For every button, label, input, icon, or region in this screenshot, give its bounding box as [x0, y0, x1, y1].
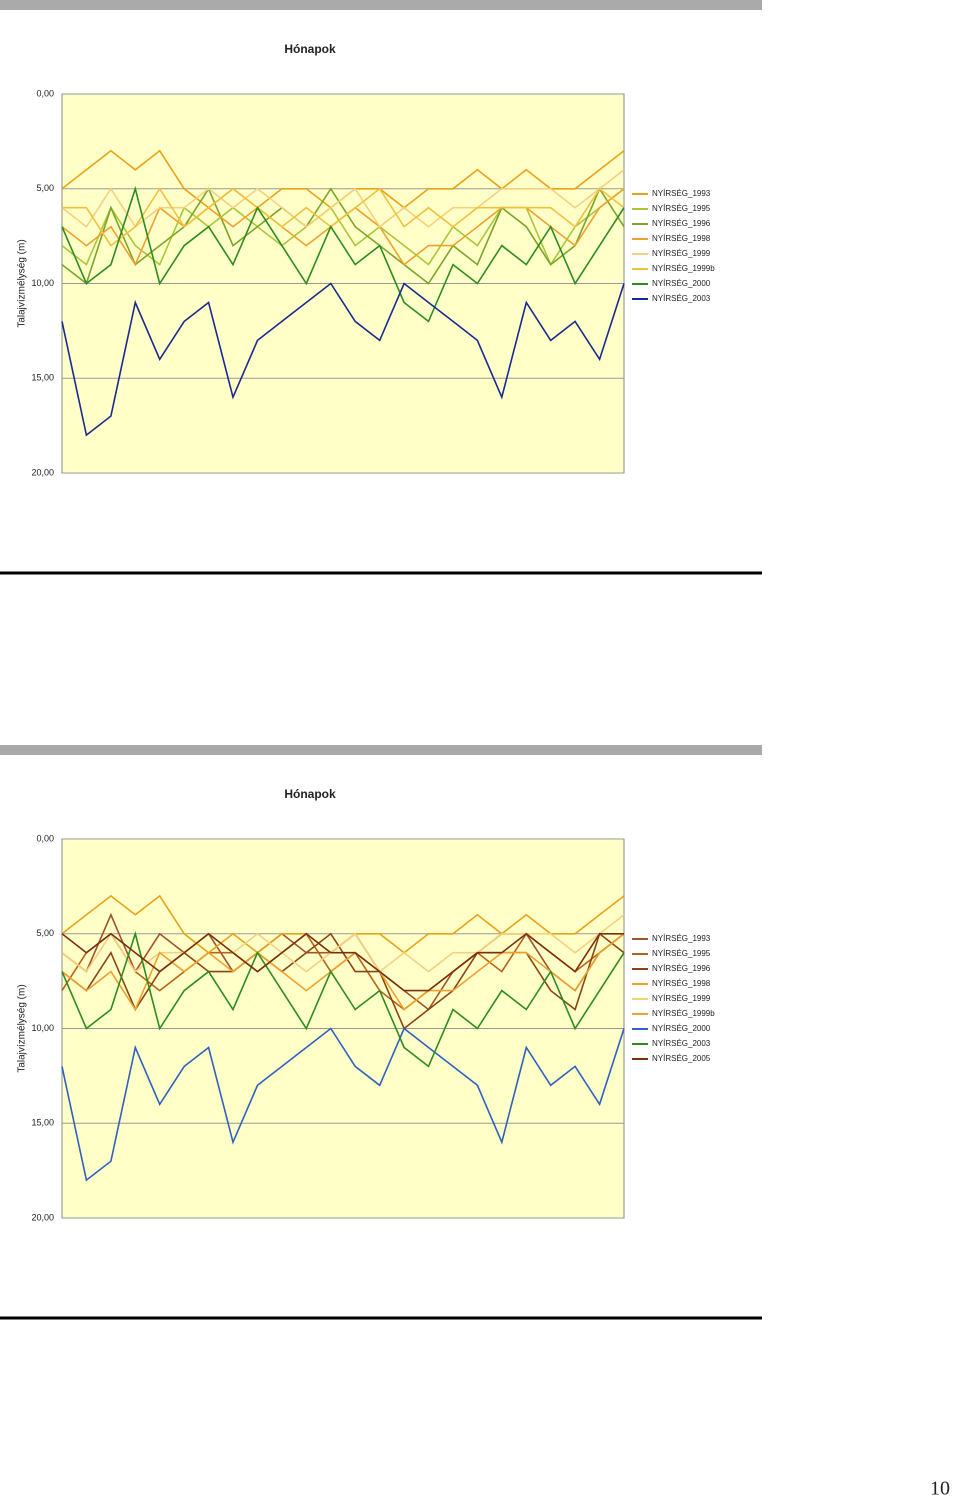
y-axis-label: Talajvízmélység (m) — [17, 984, 28, 1072]
y-tick-label: 15,00 — [31, 1118, 54, 1128]
legend-label: NYÍRSÉG_2005 — [652, 1054, 711, 1063]
series-line — [61, 914, 625, 973]
legend-label: NYÍRSÉG_2000 — [652, 1024, 711, 1033]
series-line — [61, 185, 625, 323]
chart-title: Hónapok — [284, 787, 336, 801]
legend-label: NYÍRSÉG_1995 — [652, 204, 711, 213]
legend-label: NYÍRSÉG_1996 — [652, 219, 711, 228]
series-line — [61, 187, 625, 285]
y-tick-label: 0,00 — [36, 833, 54, 843]
y-tick-label: 15,00 — [31, 373, 54, 383]
series-line — [62, 187, 625, 247]
y-tick-label: 10,00 — [31, 1023, 54, 1033]
frame-bar — [0, 0, 762, 10]
legend-label: NYÍRSÉG_1996 — [652, 964, 711, 973]
y-tick-label: 20,00 — [31, 467, 54, 477]
legend-label: NYÍRSÉG_1999 — [652, 994, 711, 1003]
chart-title: Hónapok — [284, 42, 336, 56]
legend-label: NYÍRSÉG_1995 — [652, 949, 711, 958]
frame-bar — [0, 745, 762, 755]
y-tick-label: 10,00 — [31, 278, 54, 288]
page-number: 10 — [930, 1478, 950, 1500]
legend-label: NYÍRSÉG_1999b — [652, 1009, 715, 1018]
legend-label: NYÍRSÉG_1998 — [652, 234, 711, 243]
legend-label: NYÍRSÉG_2003 — [652, 1039, 711, 1048]
y-tick-label: 5,00 — [36, 183, 54, 193]
y-tick-label: 20,00 — [31, 1212, 54, 1222]
y-tick-label: 0,00 — [36, 88, 54, 98]
series-line — [61, 933, 625, 1012]
series-line — [61, 169, 625, 228]
legend-label: NYÍRSÉG_1999 — [652, 249, 711, 258]
legend-label: NYÍRSÉG_2000 — [652, 279, 711, 288]
series-line — [61, 282, 625, 437]
legend-label: NYÍRSÉG_1999b — [652, 264, 715, 273]
legend-label: NYÍRSÉG_1998 — [652, 979, 711, 988]
legend-label: NYÍRSÉG_2003 — [652, 294, 711, 303]
y-tick-label: 5,00 — [36, 928, 54, 938]
legend-label: NYÍRSÉG_1993 — [652, 934, 711, 943]
series-line — [61, 932, 624, 992]
series-line — [61, 930, 625, 1068]
series-line — [61, 1027, 625, 1182]
legend-label: NYÍRSÉG_1993 — [652, 189, 711, 198]
y-axis-label: Talajvízmélység (m) — [17, 239, 28, 327]
series-line — [61, 188, 625, 267]
